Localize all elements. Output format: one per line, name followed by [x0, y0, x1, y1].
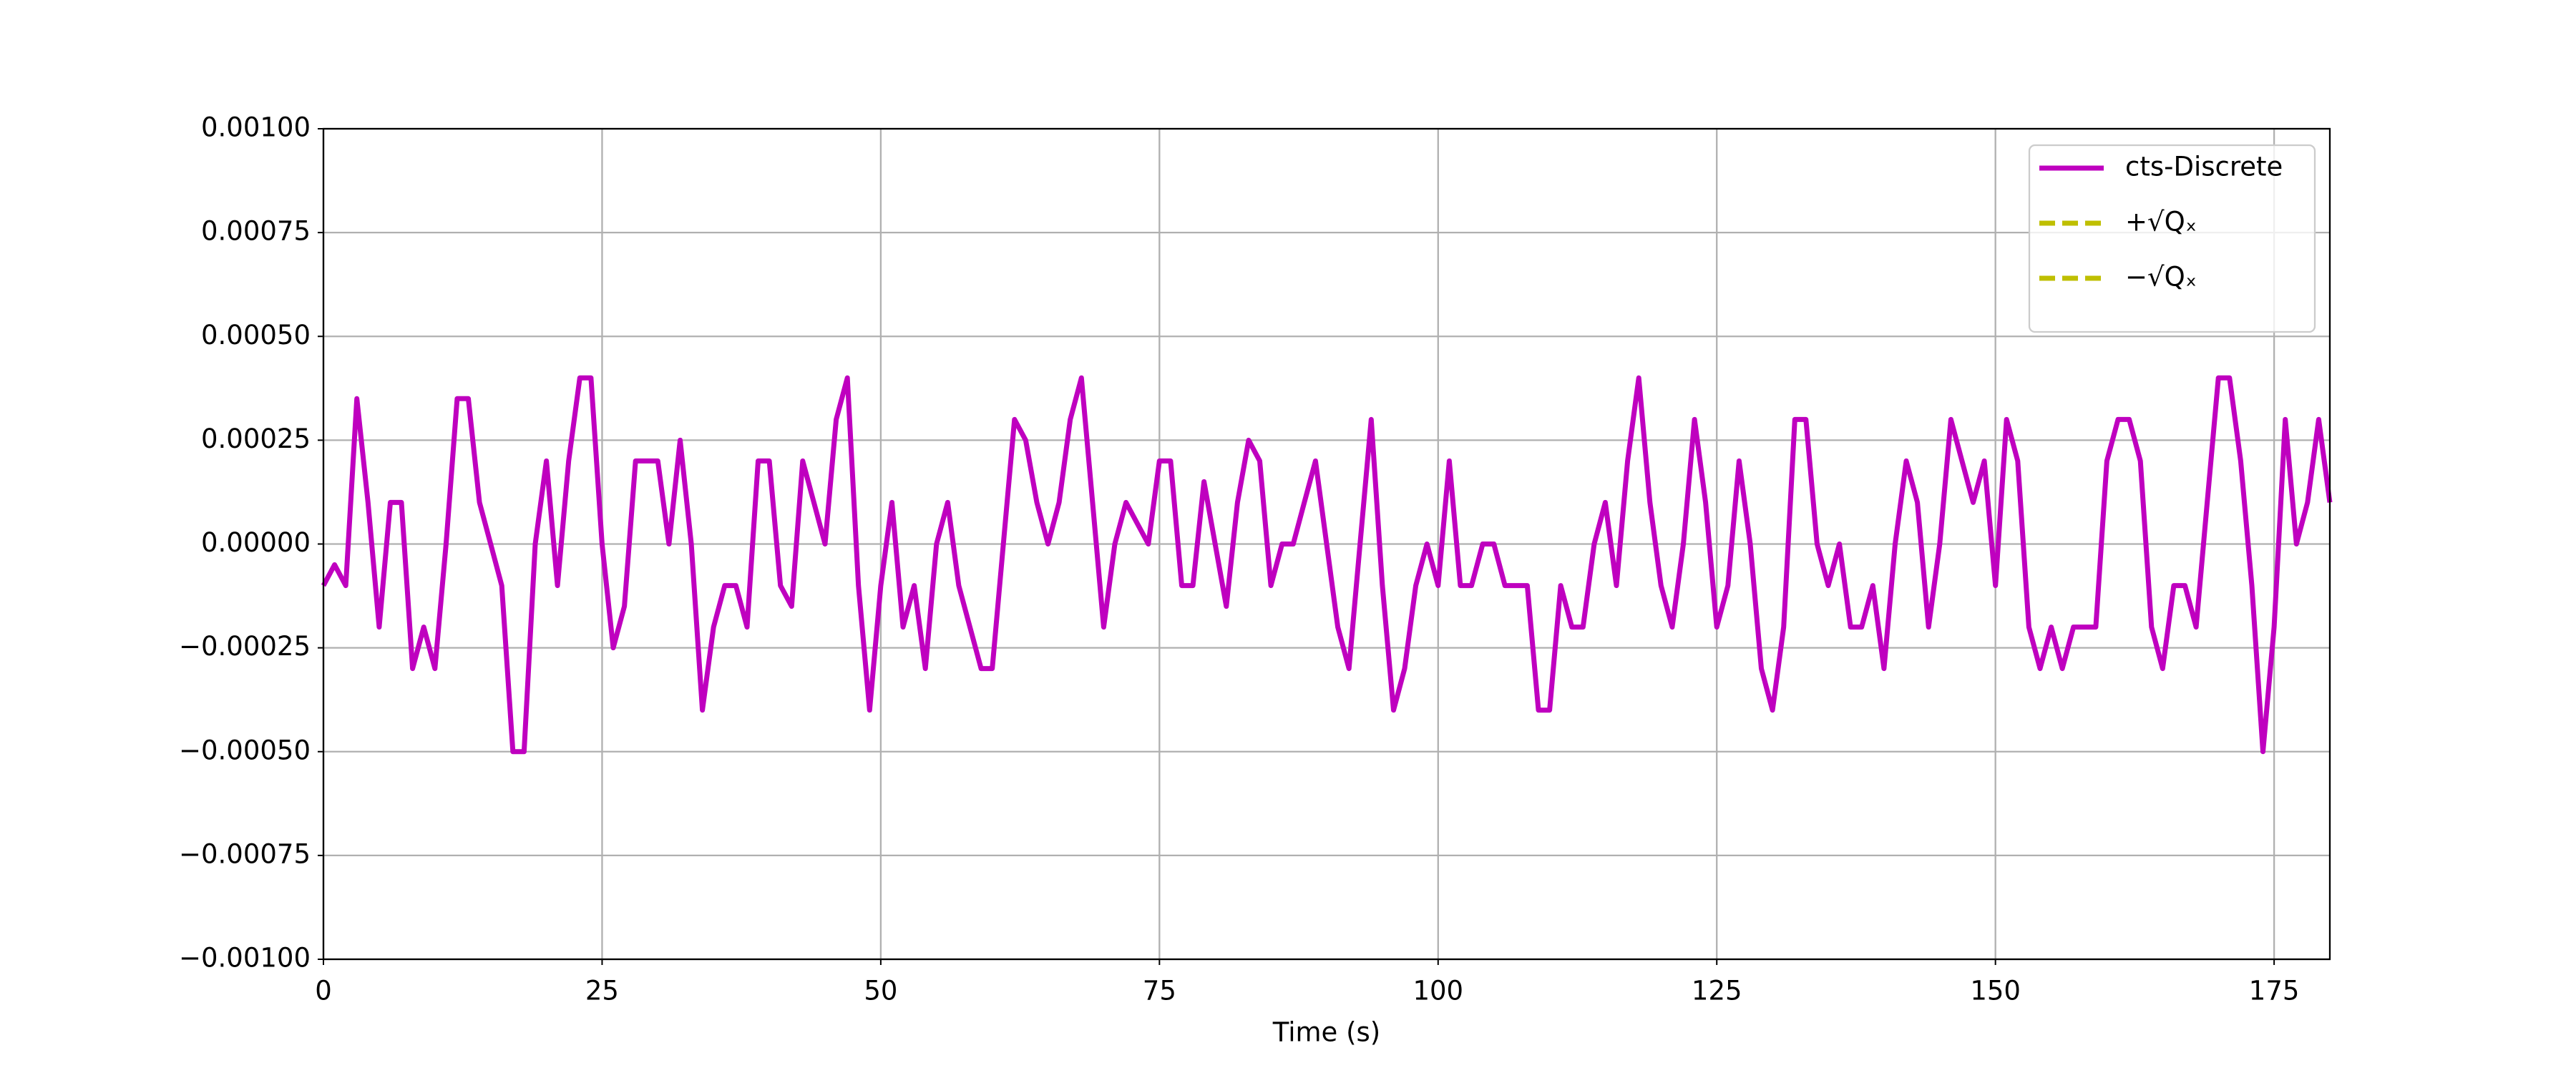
y-tick-label: −0.00100: [179, 943, 311, 974]
legend-label: +√Qₓ: [2125, 207, 2197, 237]
y-tick-label: 0.00000: [201, 527, 311, 558]
data-line: [321, 375, 2333, 755]
plot-frame: [322, 127, 2331, 961]
y-tick-label: 0.00050: [201, 320, 311, 351]
x-axis-label: Time (s): [1272, 1017, 1380, 1048]
x-tick-label: 0: [315, 976, 332, 1006]
y-tick-label: −0.00075: [179, 838, 311, 869]
y-tick-label: −0.00025: [179, 631, 311, 662]
x-tick-label: 150: [1970, 976, 2021, 1006]
y-tick-label: 0.00100: [201, 112, 311, 143]
y-tick-label: 0.00025: [201, 423, 311, 454]
x-tick-label: 25: [585, 976, 619, 1006]
legend-label: −√Qₓ: [2125, 262, 2197, 293]
legend-label: cts-Discrete: [2125, 152, 2283, 182]
y-tick-label: −0.00050: [179, 735, 311, 765]
x-tick-label: 125: [1692, 976, 1742, 1006]
y-tick-label: 0.00075: [201, 216, 311, 247]
x-tick-label: 175: [2249, 976, 2300, 1006]
x-tick-label: 100: [1413, 976, 1463, 1006]
x-tick-label: 50: [864, 976, 897, 1006]
legend-box: [2028, 144, 2316, 333]
x-tick-label: 75: [1143, 976, 1176, 1006]
